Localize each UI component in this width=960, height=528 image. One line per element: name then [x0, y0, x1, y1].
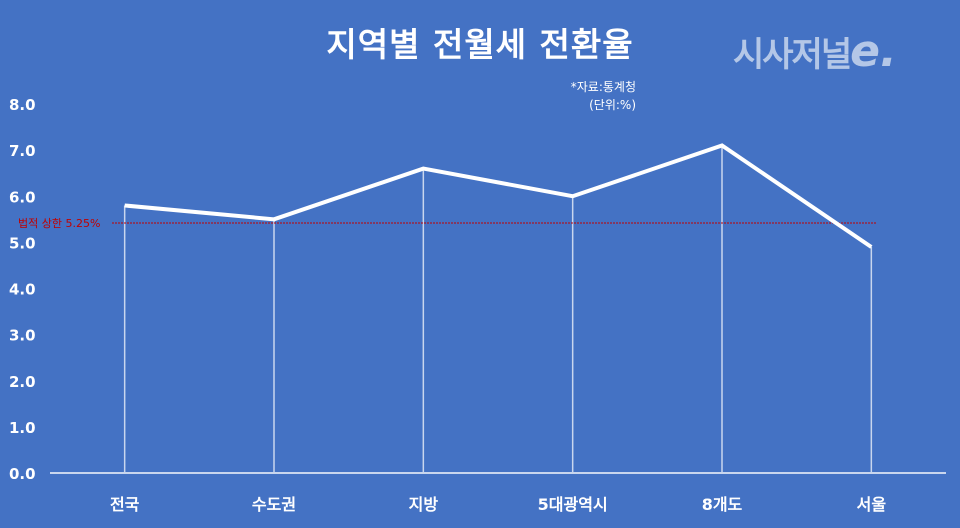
y-tick-label: 6.0	[9, 188, 36, 206]
x-tick-label: 서울	[857, 495, 887, 514]
unit-text: (단위:%)	[589, 98, 636, 112]
x-tick-label: 전국	[110, 495, 140, 514]
y-tick-label: 2.0	[9, 373, 36, 391]
logo-e-icon: e.	[850, 26, 897, 77]
chart-title: 지역별 전월세 전환율	[326, 25, 634, 64]
x-tick-label: 지방	[409, 495, 439, 514]
source-note: *자료:통계청 (단위:%)	[560, 78, 636, 114]
publisher-logo: 시사저널e.	[733, 26, 897, 77]
logo-text: 시사저널	[733, 35, 852, 75]
reference-line: 법적 상한 5.25%	[18, 217, 877, 230]
legal-limit-label: 법적 상한 5.25%	[18, 217, 100, 230]
y-tick-label: 7.0	[9, 142, 36, 160]
series-line	[124, 143, 873, 249]
y-tick-label: 8.0	[9, 96, 36, 114]
drop-lines	[123, 145, 873, 473]
x-tick-label: 수도권	[252, 495, 296, 514]
y-axis: 0.0 1.0 2.0 3.0 4.0 5.0 6.0 7.0 8.0	[9, 96, 36, 483]
x-tick-label: 5대광역시	[538, 495, 608, 514]
y-tick-label: 5.0	[9, 234, 36, 252]
y-tick-label: 1.0	[9, 419, 36, 437]
x-axis: 전국 수도권 지방 5대광역시 8개도 서울	[110, 495, 886, 514]
x-tick-label: 8개도	[702, 495, 743, 514]
y-tick-label: 4.0	[9, 281, 36, 299]
source-text: *자료:통계청	[570, 80, 636, 94]
y-tick-label: 0.0	[9, 465, 36, 483]
y-tick-label: 3.0	[9, 327, 36, 345]
